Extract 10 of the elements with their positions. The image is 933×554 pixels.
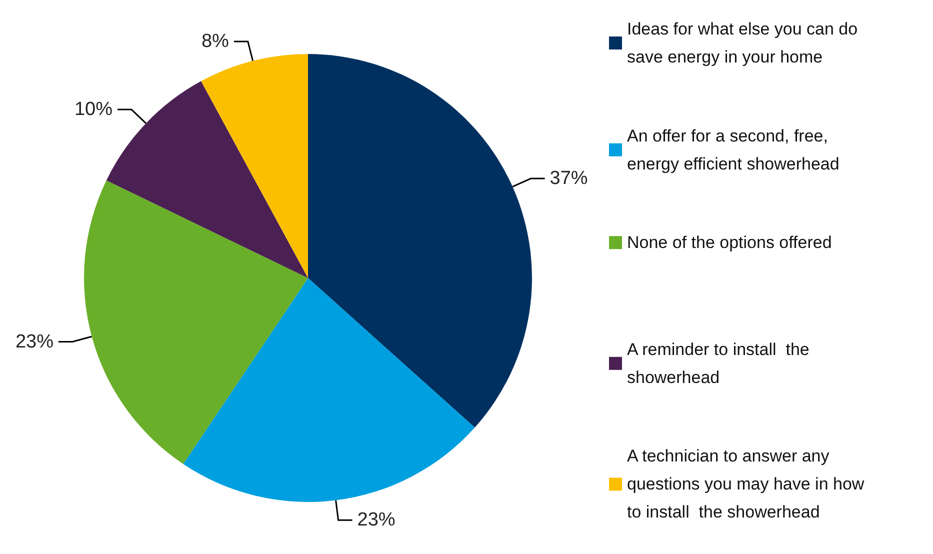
legend-label: A reminder to install the showerhead <box>627 340 814 387</box>
data-label: 8% <box>201 31 230 52</box>
data-label: 23% <box>357 510 396 531</box>
legend-label: An offer for a second, free, energy efficient showerhead <box>627 126 840 174</box>
legend-label: None of the options offered <box>627 233 832 252</box>
data-label: 10% <box>74 99 113 120</box>
data-label: 23% <box>15 331 54 352</box>
data-label: 37% <box>550 168 588 190</box>
legend-label: A technician to answer any questions you may have in how to install the showerhead <box>627 446 869 522</box>
legend-label: Ideas for what else you can do save energy in your home <box>627 20 862 66</box>
